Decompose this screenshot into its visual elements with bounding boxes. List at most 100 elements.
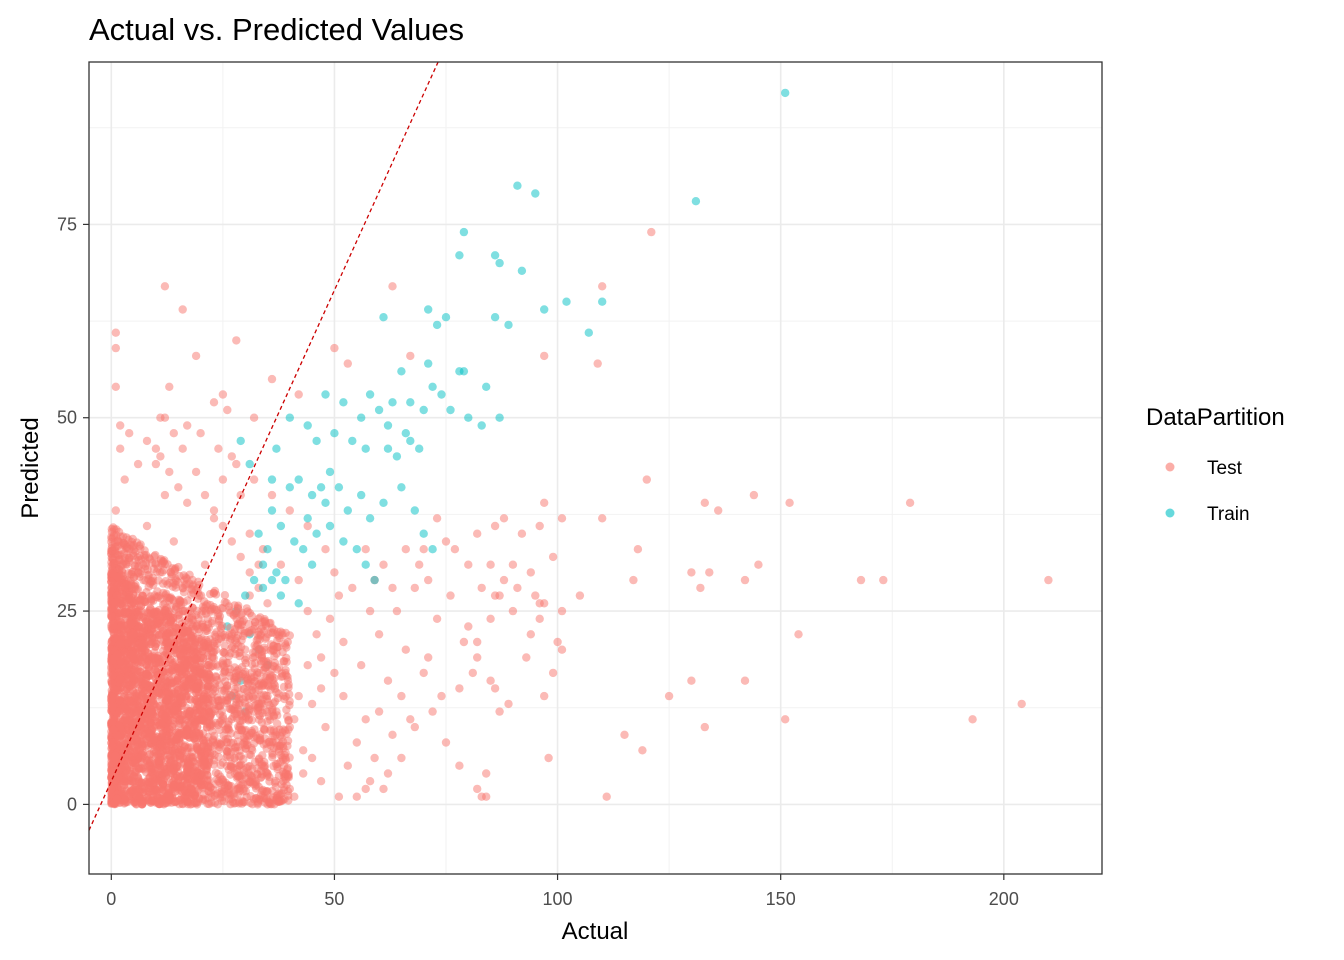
point-train	[432, 320, 442, 330]
point-test	[178, 305, 187, 314]
point-test	[218, 686, 227, 695]
point-test	[171, 735, 181, 744]
point-test	[173, 685, 183, 695]
point-test	[245, 750, 254, 759]
point-test	[374, 707, 384, 716]
point-train	[415, 444, 424, 453]
point-test	[629, 575, 638, 585]
point-test	[263, 599, 272, 608]
point-test	[226, 665, 235, 674]
point-test	[160, 282, 170, 291]
point-test	[464, 622, 473, 631]
point-test	[266, 741, 275, 750]
point-test	[397, 753, 406, 763]
point-test	[120, 475, 129, 484]
point-test	[221, 725, 230, 734]
point-test	[276, 560, 286, 569]
point-test	[499, 575, 509, 585]
point-test	[193, 588, 203, 597]
point-train	[388, 398, 397, 407]
point-test	[219, 648, 228, 657]
point-test	[664, 691, 674, 701]
point-test	[522, 653, 531, 662]
point-test	[137, 800, 147, 809]
point-test	[499, 514, 509, 523]
point-test	[111, 506, 121, 515]
point-test	[200, 490, 210, 500]
point-test	[225, 636, 235, 645]
point-test	[388, 282, 397, 291]
point-train	[495, 413, 504, 422]
point-test	[267, 374, 277, 384]
point-test	[135, 792, 144, 802]
point-test	[299, 746, 308, 755]
point-test	[116, 675, 125, 684]
point-train	[419, 529, 428, 538]
point-test	[160, 682, 169, 692]
point-test	[212, 628, 221, 637]
point-test	[190, 683, 200, 692]
point-test	[401, 545, 410, 554]
point-test	[247, 611, 256, 621]
point-test	[226, 705, 235, 714]
point-train	[249, 575, 259, 585]
point-test	[115, 741, 124, 751]
point-test	[687, 676, 696, 685]
point-test	[232, 459, 241, 469]
point-train	[245, 459, 254, 469]
point-test	[213, 696, 222, 705]
point-test	[116, 623, 126, 632]
point-test	[209, 506, 219, 515]
point-test	[115, 555, 124, 564]
point-test	[196, 429, 205, 438]
point-test	[205, 670, 214, 679]
point-test	[343, 761, 352, 770]
point-test	[259, 656, 268, 666]
point-test	[270, 662, 279, 671]
point-test	[250, 778, 259, 787]
point-test	[214, 444, 223, 453]
point-train	[495, 258, 504, 268]
y-tick-label: 50	[57, 408, 77, 428]
legend-title: DataPartition	[1146, 404, 1285, 431]
point-test	[168, 678, 177, 687]
dense-point-core	[107, 569, 214, 809]
point-test	[269, 761, 278, 771]
point-test	[265, 674, 275, 683]
point-test	[207, 619, 216, 628]
point-test	[217, 739, 226, 748]
point-test	[307, 699, 317, 709]
point-test	[184, 760, 193, 769]
point-test	[235, 673, 244, 683]
point-test	[357, 661, 366, 670]
point-test	[316, 684, 326, 693]
point-test	[401, 645, 410, 654]
point-test	[235, 752, 244, 761]
point-test	[740, 575, 750, 585]
point-test	[227, 537, 236, 546]
point-test	[178, 584, 188, 593]
point-test	[517, 529, 527, 538]
point-test	[164, 620, 173, 630]
point-test	[199, 736, 208, 745]
point-test	[107, 718, 117, 728]
point-test	[161, 577, 170, 586]
point-train	[531, 189, 540, 198]
point-test	[544, 753, 553, 763]
point-test	[258, 751, 267, 760]
point-test	[321, 722, 330, 732]
point-train	[406, 398, 415, 407]
point-train	[263, 545, 272, 554]
point-test	[147, 577, 156, 587]
point-test	[441, 537, 451, 546]
point-test	[468, 668, 477, 678]
point-test	[473, 653, 482, 662]
point-train	[392, 452, 402, 461]
point-test	[174, 748, 183, 757]
point-test	[424, 575, 433, 585]
point-test	[111, 343, 121, 353]
y-axis-title: Predicted	[17, 417, 44, 518]
point-test	[209, 398, 219, 407]
point-test	[531, 591, 540, 600]
point-test	[112, 794, 122, 804]
